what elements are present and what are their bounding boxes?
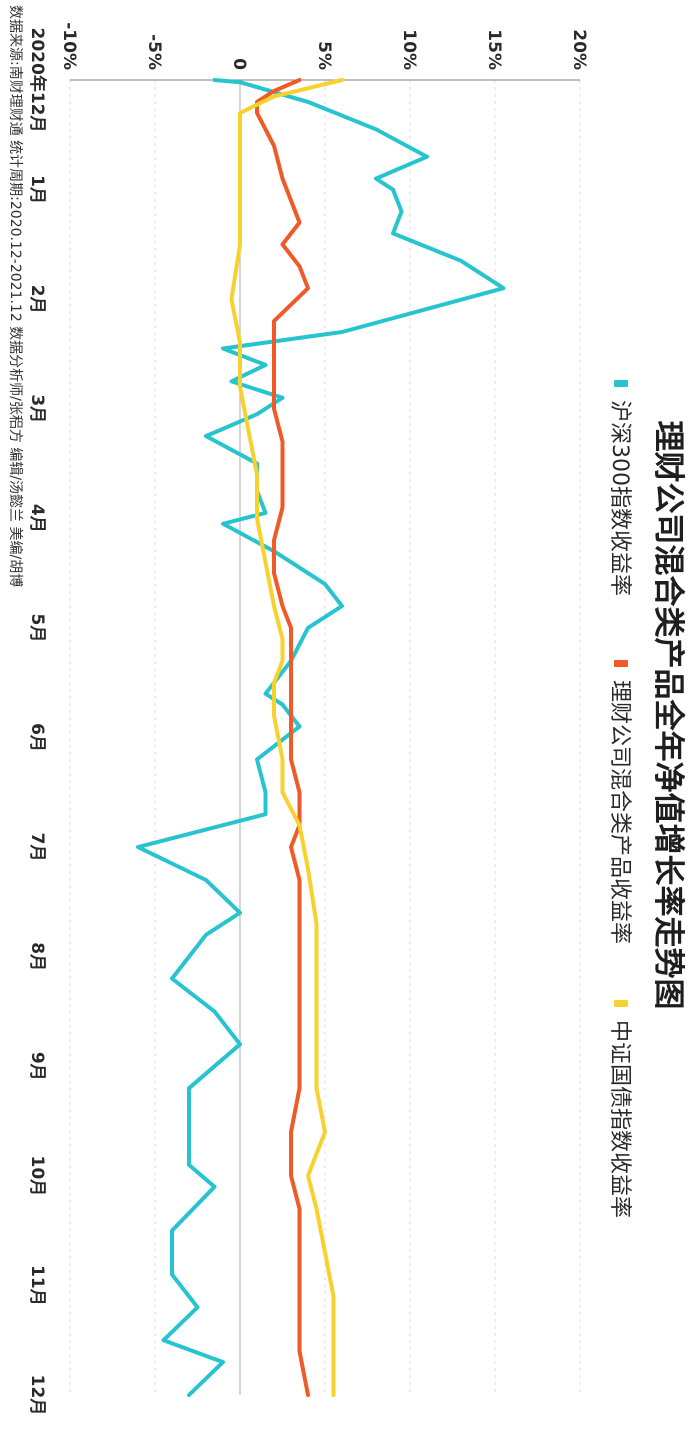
value-tick-label: 5%: [314, 41, 334, 70]
time-tick-label: 10月: [27, 1155, 47, 1196]
legend-swatch: [614, 660, 628, 667]
legend-label: 理财公司混合类产品收益率: [607, 680, 632, 944]
legend-swatch: [614, 1000, 628, 1007]
time-tick-label: 1月: [27, 175, 47, 204]
series-line-2: [229, 78, 344, 1397]
series-line-0: [136, 78, 506, 1397]
time-tick-label: 7月: [27, 833, 47, 862]
source-note: 数据来源:南财理财通 统计周期:2020.12-2021.12 数据分析师/张稆…: [7, 5, 24, 587]
grid-lines: [69, 80, 581, 1395]
chart-title: 理财公司混合类产品全年净值增长率走势图: [650, 421, 686, 1010]
time-tick-label: 2020年12月: [27, 28, 48, 133]
value-tick-label: -10%: [59, 22, 79, 70]
value-axis-ticks: -10% -5% 0 5% 10% 15% 20%: [59, 22, 589, 70]
value-tick-label: 10%: [399, 29, 419, 70]
time-tick-label: 6月: [27, 723, 47, 752]
time-tick-label: 3月: [27, 394, 47, 423]
value-tick-label: -5%: [144, 34, 164, 70]
time-tick-label: 5月: [27, 613, 47, 642]
time-tick-label: 4月: [27, 504, 47, 533]
series-group: [136, 78, 506, 1397]
time-tick-label: 8月: [27, 942, 47, 971]
time-tick-label: 9月: [27, 1052, 47, 1081]
time-tick-label: 11月: [27, 1265, 47, 1306]
time-axis-ticks: 2020年12月 1月 2月 3月 4月 5月 6月 7月 8月 9月 10月 11月 12月: [27, 28, 48, 1416]
value-tick-label: 20%: [569, 29, 589, 70]
time-tick-label: 2月: [27, 285, 47, 314]
rotated-chart-group: 理财公司混合类产品全年净值增长率走势图 沪深300指数收益率理财公司混合类产品收…: [7, 5, 686, 1415]
value-tick-label: 15%: [484, 29, 504, 70]
series-line-1: [255, 78, 310, 1397]
value-tick-label: 0: [229, 58, 249, 70]
legend-label: 中证国债指数收益率: [607, 1020, 632, 1218]
time-tick-label: 12月: [27, 1375, 47, 1416]
legend-swatch: [614, 380, 628, 387]
legend-label: 沪深300指数收益率: [607, 400, 632, 596]
